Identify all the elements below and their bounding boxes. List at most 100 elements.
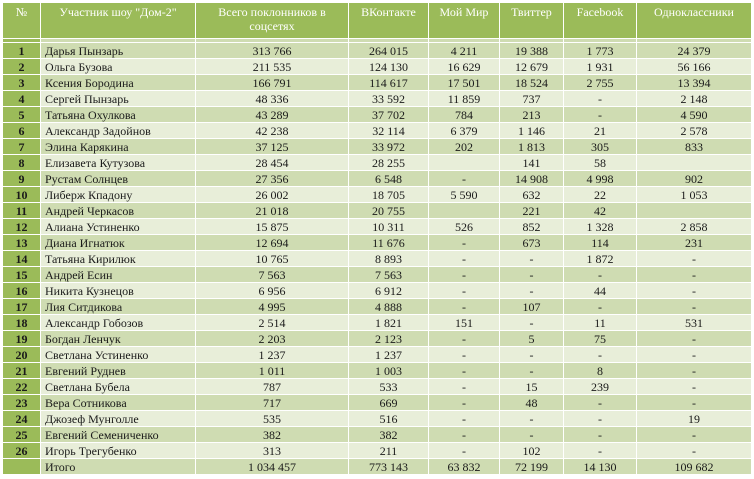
table-row: 14 Татьяна Кирилюк 10 765 8 893- -1 872- — [2, 250, 752, 267]
table-body: 1 Дарья Пынзарь 313 766 264 015 4 211 19 388 1… — [2, 38, 752, 475]
table-row: 11 Андрей Черкасов 21 018 20 755 221 42 — [2, 202, 752, 219]
odnoklassniki-cell: 902 — [636, 170, 752, 187]
twitter-cell: 102 — [499, 442, 564, 459]
odnoklassniki-cell: - — [636, 394, 752, 411]
twitter-cell: 19 388 — [499, 42, 564, 59]
participant-name-cell: Либерж Кпадону — [40, 186, 196, 203]
vkontakte-cell: 11 676 — [348, 234, 429, 251]
table-row: 19 Богдан Ленчук 2 203 2 123-5 75- — [2, 330, 752, 347]
row-number-cell: 5 — [2, 106, 41, 123]
vkontakte-cell: 669 — [348, 394, 429, 411]
facebook-cell: 8 — [563, 362, 637, 379]
total-fans-cell: 211 535 — [195, 58, 349, 75]
moi-mir-cell: - — [428, 426, 500, 443]
participant-name-cell: Татьяна Охулкова — [40, 106, 196, 123]
moi-mir-cell: 17 501 — [428, 74, 500, 91]
row-number-cell: 22 — [2, 378, 41, 395]
table-row: 23 Вера Сотникова 717 669-48- - — [2, 394, 752, 411]
total-fans-cell: 166 791 — [195, 74, 349, 91]
participant-name-cell: Елизавета Кутузова — [40, 154, 196, 171]
vkontakte-cell: 32 114 — [348, 122, 429, 139]
header-moi-mir: Мой Мир — [428, 2, 500, 39]
facebook-cell: 239 — [563, 378, 637, 395]
header-twitter: Твиттер — [499, 2, 564, 39]
moi-mir-cell: - — [428, 266, 500, 283]
twitter-cell: - — [499, 426, 564, 443]
participant-name-cell: Евгений Семениченко — [40, 426, 196, 443]
twitter-cell: 221 — [499, 202, 564, 219]
total-participant-name-cell: Итого — [40, 458, 196, 475]
odnoklassniki-cell: 531 — [636, 314, 752, 331]
participant-name-cell: Андрей Черкасов — [40, 202, 196, 219]
odnoklassniki-cell: 2 148 — [636, 90, 752, 107]
facebook-cell: - — [563, 394, 637, 411]
facebook-cell: 1 773 — [563, 42, 637, 59]
odnoklassniki-cell: - — [636, 330, 752, 347]
twitter-cell: 673 — [499, 234, 564, 251]
odnoklassniki-cell: - — [636, 266, 752, 283]
twitter-cell: 5 — [499, 330, 564, 347]
twitter-cell: 12 679 — [499, 58, 564, 75]
twitter-cell: 141 — [499, 154, 564, 171]
total-odnoklassniki-cell: 109 682 — [636, 458, 752, 475]
row-number-cell: 25 — [2, 426, 41, 443]
vkontakte-cell: 114 617 — [348, 74, 429, 91]
row-number-cell: 2 — [2, 58, 41, 75]
total-fans-cell: 42 238 — [195, 122, 349, 139]
moi-mir-cell: 202 — [428, 138, 500, 155]
total-fans-cell: 535 — [195, 410, 349, 427]
moi-mir-cell: 4 211 — [428, 42, 500, 59]
row-number-cell: 18 — [2, 314, 41, 331]
vkontakte-cell: 18 705 — [348, 186, 429, 203]
moi-mir-cell: 11 859 — [428, 90, 500, 107]
moi-mir-cell: - — [428, 362, 500, 379]
odnoklassniki-cell: 2 858 — [636, 218, 752, 235]
row-number-cell: 9 — [2, 170, 41, 187]
twitter-cell: 18 524 — [499, 74, 564, 91]
total-fans-cell: 37 125 — [195, 138, 349, 155]
odnoklassniki-cell: 833 — [636, 138, 752, 155]
row-number-cell: 15 — [2, 266, 41, 283]
moi-mir-cell: - — [428, 346, 500, 363]
table-row: 24 Джозеф Мунголле 535 516- - -19 — [2, 410, 752, 427]
vkontakte-cell: 124 130 — [348, 58, 429, 75]
moi-mir-cell: 16 629 — [428, 58, 500, 75]
vkontakte-cell: 264 015 — [348, 42, 429, 59]
odnoklassniki-cell: - — [636, 250, 752, 267]
odnoklassniki-cell: 1 053 — [636, 186, 752, 203]
total-fans-cell: 2 203 — [195, 330, 349, 347]
twitter-cell: - — [499, 314, 564, 331]
total-vkontakte-cell: 773 143 — [348, 458, 429, 475]
facebook-cell: 1 328 — [563, 218, 637, 235]
total-fans-cell: 27 356 — [195, 170, 349, 187]
total-fans-cell: 1 011 — [195, 362, 349, 379]
twitter-cell: - — [499, 250, 564, 267]
table-row: 21 Евгений Руднев 1 011 1 003- -8- — [2, 362, 752, 379]
table-row: 13 Диана Игнатюк 12 694 11 676-673 114 231 — [2, 234, 752, 251]
moi-mir-cell: 151 — [428, 314, 500, 331]
twitter-cell: 1 813 — [499, 138, 564, 155]
header-odnoklassniki: Одноклассники — [636, 2, 752, 39]
table-row: 26 Игорь Трегубенко 313 211-102- - — [2, 442, 752, 459]
facebook-cell: - — [563, 266, 637, 283]
row-number-cell: 16 — [2, 282, 41, 299]
total-fans-cell: 717 — [195, 394, 349, 411]
odnoklassniki-cell — [636, 202, 752, 219]
row-number-cell: 12 — [2, 218, 41, 235]
moi-mir-cell: - — [428, 394, 500, 411]
moi-mir-cell: - — [428, 234, 500, 251]
row-number-cell: 23 — [2, 394, 41, 411]
table-row: 6 Александр Задойнов 42 238 32 114 6 379 1 14… — [2, 122, 752, 139]
facebook-cell: - — [563, 346, 637, 363]
row-number-cell: 14 — [2, 250, 41, 267]
table-row: 22 Светлана Бубела 787 533-15 239- — [2, 378, 752, 395]
twitter-cell: 1 146 — [499, 122, 564, 139]
table-row: 12 Алиана Устиненко 15 875 10 311 526 852 1 32… — [2, 218, 752, 235]
facebook-cell: - — [563, 410, 637, 427]
row-number-cell: 24 — [2, 410, 41, 427]
odnoklassniki-cell: - — [636, 362, 752, 379]
vkontakte-cell: 1 821 — [348, 314, 429, 331]
vkontakte-cell: 33 972 — [348, 138, 429, 155]
moi-mir-cell: 6 379 — [428, 122, 500, 139]
facebook-cell: - — [563, 442, 637, 459]
